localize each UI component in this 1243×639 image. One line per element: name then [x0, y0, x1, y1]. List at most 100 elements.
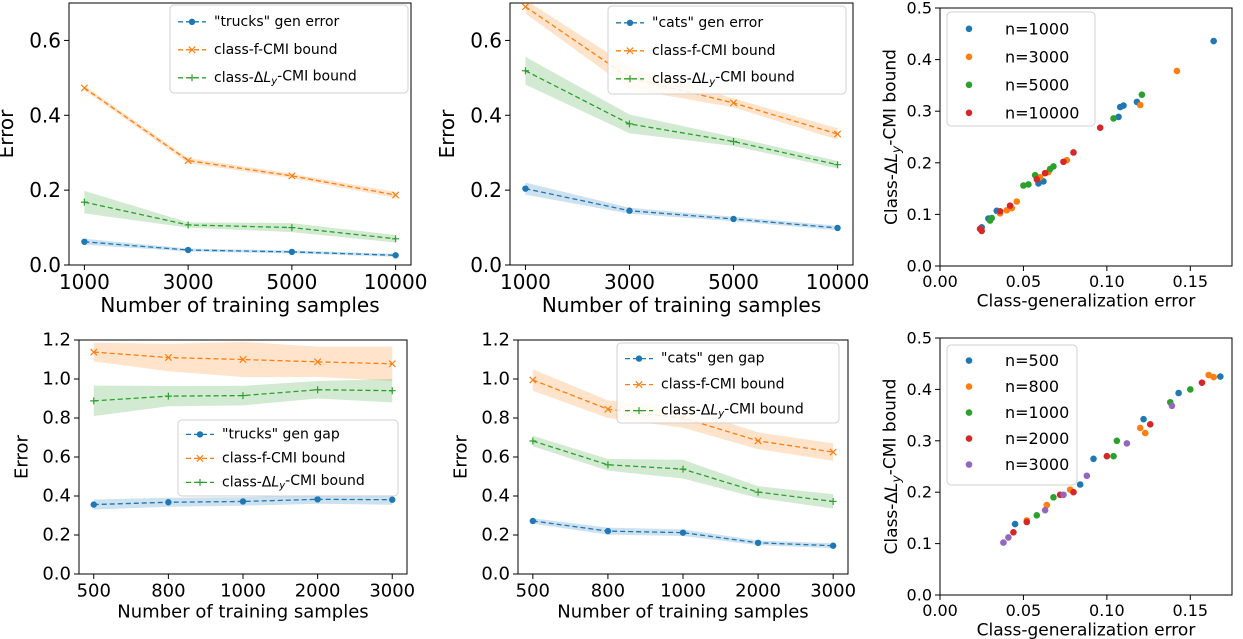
- scatter-point: [1123, 440, 1131, 447]
- scatter-point: [1103, 452, 1111, 460]
- x-tick-label: 0.15: [1172, 601, 1208, 620]
- scatter-point: [1210, 37, 1217, 45]
- legend-label: "trucks" gen gap: [222, 426, 340, 442]
- scatter-point: [1138, 91, 1146, 98]
- data-point: [388, 387, 396, 395]
- scatter-point: [1023, 518, 1031, 526]
- data-point: [529, 376, 537, 384]
- scatter-point: [1025, 181, 1032, 188]
- data-point: [829, 542, 837, 549]
- x-axis-label: Number of training samples: [117, 601, 368, 622]
- legend-box: [177, 419, 399, 497]
- scatter-point: [1000, 539, 1007, 546]
- legend-marker: [965, 383, 973, 390]
- y-tick-label: 0.0: [907, 257, 932, 276]
- x-tick-label: 3000: [369, 580, 415, 601]
- plot-frame: [939, 7, 1233, 267]
- y-tick-label: 0.8: [481, 408, 510, 429]
- scatter-point: [1070, 488, 1077, 496]
- y-tick-label: 0.4: [470, 103, 502, 127]
- y-tick-label: 0.0: [42, 564, 71, 585]
- data-point: [392, 235, 400, 243]
- chart-bottom-middle: 0.0 0.2 0.4 0.6 0.8 1.0 1.2 500 800 1000 2000 3000N…: [451, 330, 856, 623]
- scatter-point: [1168, 402, 1176, 410]
- scatter-point: [1013, 198, 1021, 205]
- scatter-point: [1033, 176, 1041, 183]
- legend-label: n=3000: [1005, 455, 1069, 474]
- data-point: [288, 172, 296, 180]
- y-tick-label: 1.2: [42, 330, 71, 351]
- data-point: [90, 397, 98, 405]
- data-point: [829, 497, 837, 505]
- x-tick-label: 2000: [735, 580, 781, 601]
- plot-area: [976, 37, 1217, 235]
- legend-marker: [965, 25, 973, 33]
- scatter-point: [1076, 481, 1084, 488]
- legend-box: [607, 5, 847, 95]
- y-tick-label: 0.2: [481, 525, 510, 546]
- legend: "trucks" gen error class-f-CMI bound class…: [169, 4, 409, 94]
- data-point: [239, 498, 247, 505]
- legend-marker: [965, 461, 973, 468]
- scatter-point: [1210, 373, 1217, 381]
- data-point: [604, 461, 612, 469]
- plot-area: [80, 84, 400, 259]
- series-line: [525, 70, 838, 166]
- data-point: [184, 246, 192, 254]
- x-tick-label: 0.05: [1006, 272, 1042, 291]
- legend-marker: [965, 435, 973, 442]
- scatter-point: [1083, 472, 1091, 480]
- chart-top-right: 0.00.10.20.30.40.50.00 0.05 0.10 0.15Class-…: [880, 0, 1233, 312]
- x-tick-label: 800: [591, 580, 625, 601]
- data-point: [679, 529, 687, 536]
- scatter-point: [1173, 67, 1181, 75]
- data-point: [389, 496, 396, 503]
- scatter-point: [1146, 421, 1154, 428]
- y-tick-label: 0.2: [470, 178, 502, 202]
- legend-label: class-f-CMI bound: [222, 450, 346, 466]
- scatter-point: [1010, 528, 1017, 536]
- scatter-point: [1050, 494, 1057, 501]
- data-point: [626, 207, 633, 214]
- y-tick-label: 0.0: [29, 253, 61, 277]
- legend: "trucks" gen gap class-f-CMI bound class-Δ…: [177, 419, 399, 497]
- scatter-point: [1005, 534, 1012, 541]
- data-point: [829, 448, 837, 456]
- data-point: [164, 353, 173, 362]
- plot-frame: [68, 2, 412, 266]
- data-point: [314, 386, 322, 394]
- legend-label: class-f-CMI bound: [652, 43, 776, 59]
- scatter-point: [1140, 415, 1147, 423]
- scatter-point: [1115, 113, 1122, 121]
- y-tick-label: 0.4: [907, 50, 932, 69]
- scatter-point: [1198, 379, 1206, 387]
- y-tick-label: 1.0: [481, 369, 510, 390]
- data-point: [392, 252, 399, 259]
- legend-marker: [196, 454, 204, 463]
- data-point: [391, 191, 400, 199]
- legend-box: [169, 4, 409, 94]
- y-tick-label: 0.4: [29, 103, 61, 127]
- y-tick-label: 0.1: [907, 205, 932, 224]
- x-tick-label: 3000: [604, 270, 655, 294]
- confidence-band: [93, 341, 393, 381]
- legend-marker: [626, 47, 634, 55]
- legend-label: class-ΔLy-CMI bound: [222, 473, 365, 491]
- data-point: [521, 3, 530, 11]
- y-tick-label: 0.6: [470, 28, 502, 52]
- legend-marker: [635, 380, 643, 389]
- data-point: [834, 161, 842, 169]
- legend-marker: [635, 355, 643, 362]
- y-tick-label: 0.0: [481, 564, 510, 585]
- series-line: [93, 498, 393, 506]
- legend: n=500 n=800 n=1000 n=2000 n=3000: [946, 344, 1078, 486]
- legend-label: n=3000: [1005, 47, 1069, 66]
- y-axis-label: Error: [451, 434, 472, 478]
- legend-marker: [635, 407, 643, 415]
- x-tick-label: 1000: [660, 580, 706, 601]
- data-point: [754, 437, 762, 445]
- legend-label: n=5000: [1005, 75, 1069, 94]
- legend-box: [946, 344, 1078, 486]
